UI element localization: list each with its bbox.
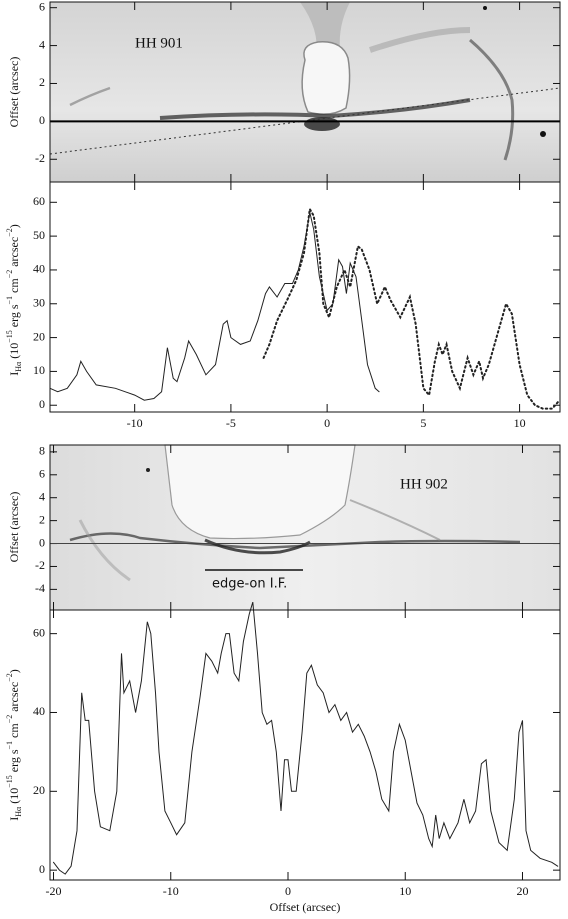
y-axis-label-part: −15 [5, 775, 14, 788]
plot-frame [49, 181, 561, 413]
y-axis-label-part: −2 [5, 228, 14, 237]
y-axis-label-part: arcsec [7, 682, 21, 715]
y-axis-label-part: −1 [5, 741, 14, 750]
x-tick-label: -10 [163, 884, 179, 898]
y-tick-label: 60 [33, 194, 45, 208]
annotation: HH 902 [400, 476, 448, 492]
y-axis-label-part: cm [7, 278, 21, 296]
x-tick-label: 10 [514, 416, 526, 430]
y-tick-label: 0 [39, 535, 45, 549]
image-hh901: HH 901 [49, 2, 561, 182]
y-tick-label: -4 [35, 581, 45, 595]
y-axis-label-part: erg s [7, 749, 21, 775]
x-tick-label: 20 [516, 884, 528, 898]
y-tick-label: 2 [39, 75, 45, 89]
y-axis-label: IHα (10−15 erg s−1 cm−2 arcsec−2) [5, 224, 23, 375]
y-tick-label: 6 [39, 0, 45, 13]
y-axis-label-part: (10 [7, 343, 21, 362]
y-axis-label-part: −15 [5, 330, 14, 343]
y-tick-label: 30 [33, 296, 45, 310]
x-tick-label: -10 [127, 416, 143, 430]
y-tick-label: 50 [33, 228, 45, 242]
x-tick-label: 0 [324, 416, 330, 430]
y-axis-label-part: arcsec [7, 237, 21, 270]
y-tick-label: 40 [33, 704, 45, 718]
x-tick-label: 0 [285, 884, 291, 898]
x-axis-label: Offset (arcsec) [270, 900, 341, 914]
series-line [53, 601, 559, 875]
y-tick-label: 10 [33, 363, 45, 377]
y-tick-label: 40 [33, 262, 45, 276]
y-axis-label-part: I [7, 372, 21, 376]
y-tick-label: 0 [39, 862, 45, 876]
y-axis-label-part: ) [7, 224, 21, 228]
x-tick-label: -5 [226, 416, 236, 430]
y-tick-label: 60 [33, 625, 45, 639]
y-axis-label-part: ) [7, 669, 21, 673]
y-axis-label-part: −2 [5, 715, 14, 724]
y-axis-label: Offset (arcsec) [7, 492, 21, 563]
y-axis-label-part: −2 [5, 270, 14, 279]
y-tick-label: 8 [39, 444, 45, 458]
image-hh902: HH 902 edge-on I.F. [50, 444, 560, 610]
y-axis-label-part: cm [7, 723, 21, 741]
y-tick-label: 0 [39, 397, 45, 411]
x-tick-label: 5 [420, 416, 426, 430]
series-line [49, 212, 380, 401]
y-tick-label: 4 [39, 489, 45, 503]
y-tick-label: 0 [39, 113, 45, 127]
y-axis-label-part: −1 [5, 296, 14, 305]
y-tick-label: 4 [39, 37, 45, 51]
y-tick-label: -2 [35, 558, 45, 572]
y-axis-label-part: I [7, 817, 21, 821]
x-tick-label: 10 [399, 884, 411, 898]
y-axis-label-part: erg s [7, 304, 21, 330]
series-line [262, 206, 560, 410]
y-tick-label: -2 [35, 151, 45, 165]
y-axis-label: IHα (10−15 erg s−1 cm−2 arcsec−2) [5, 669, 23, 820]
y-axis-label-part: −2 [5, 673, 14, 682]
annotation: HH 901 [135, 35, 183, 51]
y-tick-label: 20 [33, 783, 45, 797]
y-axis-label: Offset (arcsec) [7, 57, 21, 128]
y-axis-label-part: Hα [14, 361, 23, 372]
y-axis-label-part: (10 [7, 788, 21, 807]
y-tick-label: 6 [39, 467, 45, 481]
plot-frame [49, 609, 561, 881]
y-tick-label: 2 [39, 512, 45, 526]
annotation: edge-on I.F. [212, 577, 287, 592]
y-axis-label-part: Hα [14, 806, 23, 817]
x-tick-label: -20 [46, 884, 62, 898]
y-tick-label: 20 [33, 329, 45, 343]
